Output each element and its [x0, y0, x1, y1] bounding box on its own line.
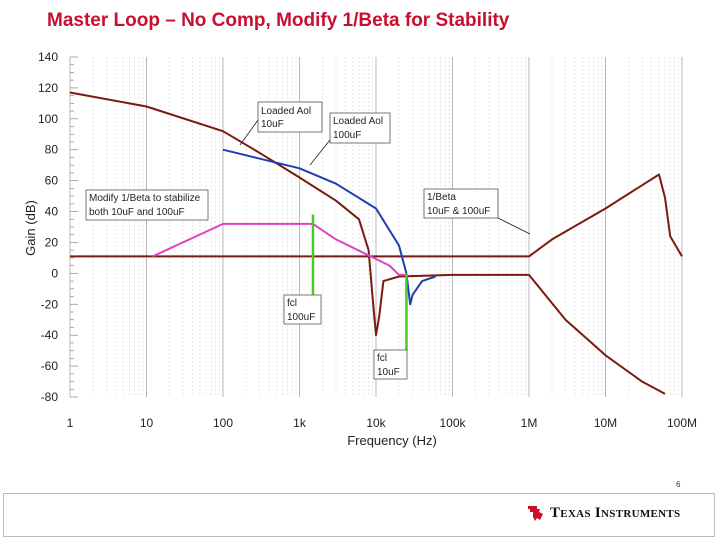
y-tick-label: 0	[51, 266, 58, 280]
x-tick-label: 100M	[667, 416, 697, 430]
plot-area	[69, 56, 683, 398]
svg-text:fcl: fcl	[287, 298, 297, 309]
y-tick-label: -80	[41, 390, 59, 404]
annotation-fcl-10uf: fcl 10uF	[373, 349, 408, 380]
svg-text:Loaded Aol: Loaded Aol	[333, 116, 383, 127]
ti-state-icon	[528, 506, 543, 521]
ti-logo: Texas Instruments	[526, 503, 680, 523]
annotation-loaded-aol-10uf: Loaded Aol 10uF	[239, 101, 323, 146]
x-tick-label: 10	[140, 416, 154, 430]
svg-text:both 10uF and 100uF: both 10uF and 100uF	[89, 207, 185, 218]
y-tick-label: 60	[45, 174, 59, 188]
svg-text:10uF & 100uF: 10uF & 100uF	[427, 206, 490, 217]
annotation-loaded-aol-100uf: Loaded Aol 100uF	[309, 112, 391, 166]
svg-text:100uF: 100uF	[333, 130, 361, 141]
y-tick-label: 20	[45, 235, 59, 249]
y-tick-labels: 140 120 100 80 60 40 20 0 -20 -40 -60 -80	[38, 50, 58, 404]
x-tick-label: 10M	[594, 416, 617, 430]
annotation-fcl-100uf: fcl 100uF	[283, 294, 322, 325]
x-tick-label: 1	[67, 416, 74, 430]
x-tick-label: 1M	[521, 416, 538, 430]
footer-bar	[3, 493, 715, 537]
x-tick-label: 1k	[293, 416, 307, 430]
x-tick-label: 100	[213, 416, 233, 430]
slide-number: 6	[676, 480, 681, 489]
svg-text:10uF: 10uF	[261, 119, 284, 130]
y-tick-label: 120	[38, 81, 58, 95]
y-tick-label: -60	[41, 359, 59, 373]
y-tick-label: 100	[38, 112, 58, 126]
y-tick-label: -20	[41, 297, 59, 311]
y-tick-marks	[70, 56, 78, 398]
y-tick-label: 80	[45, 143, 59, 157]
y-tick-label: 40	[45, 205, 59, 219]
x-tick-label: 100k	[439, 416, 466, 430]
slide-title: Master Loop – No Comp, Modify 1/Beta for…	[47, 10, 510, 31]
x-tick-label: 10k	[366, 416, 386, 430]
svg-text:Loaded Aol: Loaded Aol	[261, 106, 311, 117]
y-axis-title: Gain (dB)	[23, 200, 38, 256]
x-axis-title: Frequency (Hz)	[347, 433, 437, 448]
series-line-0	[69, 91, 666, 395]
curves	[69, 91, 683, 395]
svg-text:fcl: fcl	[377, 353, 387, 364]
y-tick-label: 140	[38, 50, 58, 64]
fcl-markers	[311, 214, 408, 351]
y-tick-label: -40	[41, 328, 59, 342]
svg-text:1/Beta: 1/Beta	[427, 192, 456, 203]
svg-text:10uF: 10uF	[377, 367, 400, 378]
series-line-3	[152, 222, 407, 276]
annotation-one-over-beta: 1/Beta 10uF & 100uF	[423, 188, 531, 235]
series-line-1	[70, 173, 683, 258]
ti-brand-name: Texas Instruments	[550, 504, 681, 521]
annotation-modify-beta: Modify 1/Beta to stabilize both 10uF and…	[85, 189, 209, 221]
series-line-2	[222, 148, 436, 306]
svg-text:Modify 1/Beta to stabilize: Modify 1/Beta to stabilize	[89, 193, 201, 204]
x-tick-labels: 1 10 100 1k 10k 100k 1M 10M 100M	[67, 416, 697, 430]
svg-text:100uF: 100uF	[287, 312, 315, 323]
